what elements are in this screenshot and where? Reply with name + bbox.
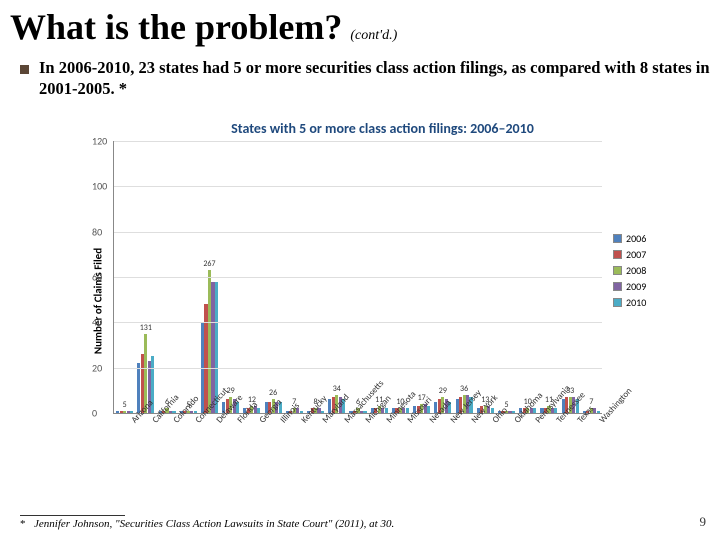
legend: 2006 2007 2008 2009 2010 [613, 229, 675, 312]
legend-label: 2007 [626, 248, 646, 261]
x-axis-labels: ArizonaCaliforniaColoradoConnecticutDela… [113, 416, 602, 461]
y-tick: 100 [92, 180, 107, 193]
total-label: 267 [203, 259, 215, 269]
gridline [114, 141, 602, 142]
legend-swatch-icon [613, 234, 622, 243]
legend-item: 2006 [613, 232, 675, 245]
legend-swatch-icon [613, 266, 622, 275]
y-tick: 60 [92, 271, 102, 284]
body-text: In 2006-2010, 23 states had 5 or more se… [39, 58, 710, 99]
y-tick: 40 [92, 316, 102, 329]
legend-item: 2007 [613, 248, 675, 261]
legend-item: 2009 [613, 280, 675, 293]
bar [512, 411, 515, 413]
legend-label: 2009 [626, 280, 646, 293]
chart-title: States with 5 or more class action filin… [95, 120, 670, 137]
chart: States with 5 or more class action filin… [95, 120, 670, 465]
y-tick: 0 [92, 407, 97, 420]
footnote-body: Jennifer Johnson, "Securities Class Acti… [34, 518, 394, 530]
y-axis-label: Number of Claims Filed [92, 248, 105, 354]
legend-item: 2010 [613, 296, 675, 309]
footnote-marker: * [20, 518, 34, 530]
square-bullet-icon [20, 65, 29, 74]
x-tick-label: Washington [597, 386, 634, 426]
total-label: 131 [140, 323, 152, 333]
total-label: 5 [123, 400, 127, 410]
gridline [114, 186, 602, 187]
y-tick: 20 [92, 361, 102, 374]
chart-frame: Number of Claims Filed 51316526729122678… [95, 141, 670, 461]
legend-swatch-icon [613, 298, 622, 307]
title-row: What is the problem? (cont'd.) [10, 6, 710, 48]
y-tick: 80 [92, 225, 102, 238]
footnote-text: *Jennifer Johnson, "Securities Class Act… [20, 518, 394, 530]
legend-label: 2008 [626, 264, 646, 277]
footnote: *Jennifer Johnson, "Securities Class Act… [20, 515, 394, 530]
page-number: 9 [700, 514, 707, 530]
gridline [114, 322, 602, 323]
title-contd: (cont'd.) [350, 28, 397, 44]
page-title: What is the problem? [10, 6, 342, 48]
total-label: 36 [460, 384, 468, 394]
total-label: 29 [439, 386, 447, 396]
legend-swatch-icon [613, 250, 622, 259]
total-label: 34 [333, 384, 341, 394]
bar [597, 411, 600, 413]
legend-label: 2010 [626, 296, 646, 309]
gridline [114, 368, 602, 369]
plot-area: 5131652672912267834611101729361351011337… [113, 141, 602, 414]
legend-item: 2008 [613, 264, 675, 277]
gridline [114, 232, 602, 233]
y-tick: 120 [92, 135, 107, 148]
gridline [114, 277, 602, 278]
bullet-row: In 2006-2010, 23 states had 5 or more se… [10, 58, 710, 99]
legend-label: 2006 [626, 232, 646, 245]
legend-swatch-icon [613, 282, 622, 291]
footnote-rule [20, 515, 125, 516]
